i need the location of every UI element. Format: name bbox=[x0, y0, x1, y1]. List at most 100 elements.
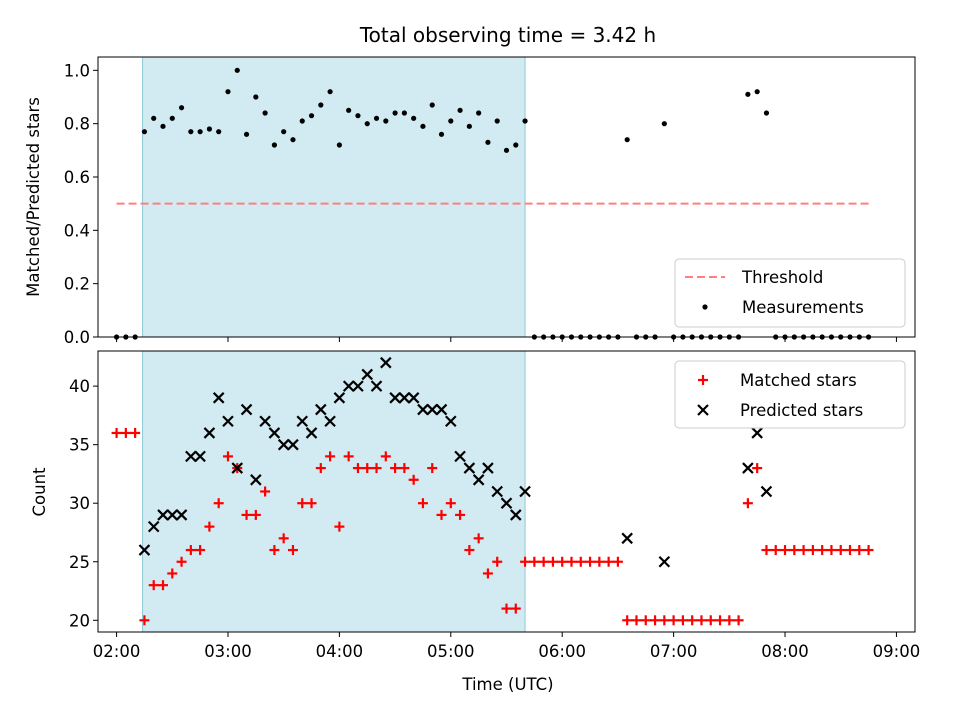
predicted-star-marker bbox=[333, 392, 346, 404]
matched-star-marker bbox=[390, 463, 401, 474]
ratio-x-ticks bbox=[116, 337, 897, 342]
matched-star-marker bbox=[789, 545, 800, 556]
matched-star-marker bbox=[417, 498, 428, 509]
matched-star-marker bbox=[455, 509, 466, 520]
matched-star-marker bbox=[278, 533, 289, 544]
count-y-axis-label: Count bbox=[30, 467, 49, 517]
matched-star-marker bbox=[130, 427, 141, 438]
measurement-point bbox=[392, 110, 398, 116]
matched-star-marker bbox=[529, 556, 540, 567]
matched-star-marker bbox=[780, 545, 791, 556]
legend-measurement-label: Measurements bbox=[742, 298, 864, 317]
x-tick-label: 02:00 bbox=[93, 642, 141, 661]
y-tick-label: 0.6 bbox=[64, 168, 90, 187]
measurement-point bbox=[318, 102, 324, 108]
matched-star-marker bbox=[770, 545, 781, 556]
measurement-point bbox=[429, 102, 435, 108]
measurement-point bbox=[308, 113, 315, 119]
predicted-star-marker bbox=[212, 392, 225, 404]
matched-star-marker bbox=[325, 451, 336, 462]
matched-star-marker bbox=[705, 615, 716, 626]
matched-star-marker bbox=[241, 509, 252, 520]
matched-star-marker bbox=[185, 545, 196, 556]
measurement-point bbox=[448, 118, 454, 124]
matched-star-marker bbox=[157, 580, 168, 591]
matched-star-marker bbox=[139, 615, 150, 626]
predicted-star-marker bbox=[240, 403, 253, 416]
measurement-point bbox=[494, 118, 500, 124]
matched-star-marker bbox=[863, 545, 874, 556]
predicted-star-marker bbox=[250, 474, 262, 486]
matched-star-marker bbox=[260, 486, 271, 497]
predicted-star-marker bbox=[147, 520, 160, 533]
predicted-star-marker bbox=[472, 474, 485, 486]
predicted-star-marker bbox=[175, 509, 188, 521]
predicted-star-marker bbox=[361, 368, 374, 381]
matched-star-marker bbox=[715, 615, 726, 626]
predicted-star-marker bbox=[435, 403, 448, 416]
predicted-star-marker bbox=[305, 427, 318, 439]
measurement-point bbox=[169, 115, 175, 121]
ratio-panel: 0.0 0.2 0.4 0.6 0.8 1.0 Total observing time … bbox=[24, 23, 916, 347]
matched-star-marker bbox=[807, 545, 818, 556]
legend-threshold-label: Threshold bbox=[741, 268, 823, 287]
legend-matched-label: Matched stars bbox=[740, 371, 857, 390]
predicted-star-marker bbox=[454, 450, 466, 463]
predicted-star-marker bbox=[417, 403, 429, 416]
matched-star-marker bbox=[204, 521, 215, 532]
predicted-star-marker bbox=[296, 415, 309, 428]
predicted-star-marker bbox=[510, 509, 522, 521]
x-tick-label: 06:00 bbox=[538, 642, 586, 661]
matched-star-marker bbox=[176, 556, 187, 567]
measurement-point bbox=[290, 137, 296, 143]
legend-matched-swatch bbox=[698, 375, 708, 385]
measurement-point bbox=[151, 115, 157, 121]
ratio-y-axis-label: Matched/Predicted stars bbox=[24, 97, 43, 297]
matched-star-marker bbox=[612, 556, 623, 567]
predicted-star-marker bbox=[370, 380, 383, 392]
measurement-point bbox=[438, 131, 445, 137]
observing-window-shade bbox=[142, 350, 526, 633]
y-tick-label: 0.4 bbox=[64, 221, 90, 240]
y-tick-label: 40 bbox=[69, 377, 90, 396]
matched-star-marker bbox=[111, 427, 122, 438]
matched-star-marker bbox=[399, 463, 410, 474]
matched-star-marker bbox=[650, 615, 661, 626]
predicted-star-marker bbox=[482, 462, 494, 474]
matched-star-marker bbox=[538, 556, 549, 567]
measurement-point bbox=[420, 123, 426, 129]
x-tick-label: 04:00 bbox=[316, 642, 364, 661]
matched-star-marker bbox=[547, 556, 558, 567]
y-tick-label: 35 bbox=[69, 436, 90, 455]
measurement-point bbox=[197, 129, 203, 135]
matched-star-marker bbox=[492, 556, 503, 567]
measurement-point bbox=[327, 89, 333, 95]
y-tick-label: 0.8 bbox=[64, 115, 90, 134]
measurement-point bbox=[262, 110, 268, 116]
matched-star-marker bbox=[826, 545, 837, 556]
predicted-star-marker bbox=[259, 415, 271, 428]
matched-star-marker bbox=[250, 509, 261, 520]
legend-box bbox=[674, 360, 906, 429]
measurement-point bbox=[178, 105, 185, 111]
matched-star-marker bbox=[622, 615, 633, 626]
ratio-y-ticks: 0.0 0.2 0.4 0.6 0.8 1.0 bbox=[64, 61, 98, 347]
matched-star-marker bbox=[733, 615, 744, 626]
predicted-star-marker bbox=[491, 485, 503, 498]
matched-star-marker bbox=[445, 498, 456, 509]
count-legend: Matched stars Predicted stars bbox=[674, 360, 906, 429]
x-tick-label: 09:00 bbox=[873, 642, 921, 661]
predicted-star-marker bbox=[658, 555, 671, 568]
matched-star-marker bbox=[213, 498, 224, 509]
measurement-point bbox=[503, 147, 510, 153]
x-tick-label: 08:00 bbox=[761, 642, 809, 661]
measurement-point bbox=[299, 118, 305, 124]
predicted-star-marker bbox=[445, 415, 457, 428]
matched-star-marker bbox=[659, 615, 670, 626]
measurement-point bbox=[466, 123, 472, 129]
matched-star-marker bbox=[352, 463, 363, 474]
measurement-point bbox=[281, 129, 287, 135]
measurement-point bbox=[225, 89, 231, 95]
time-x-axis-label: Time (UTC) bbox=[461, 675, 553, 694]
